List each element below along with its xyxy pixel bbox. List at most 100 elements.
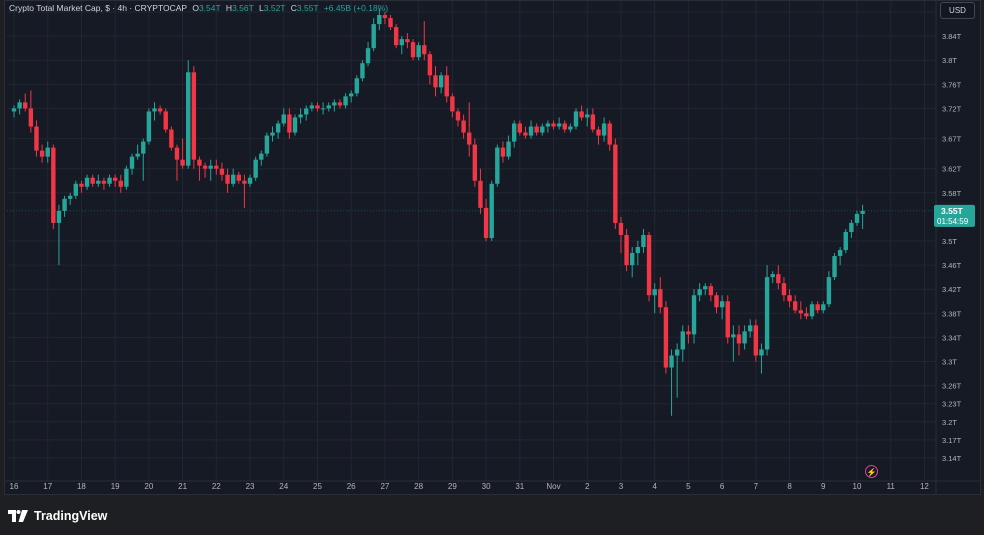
symbol-legend[interactable]: Crypto Total Market Cap, $ · 4h · CRYPTO… xyxy=(9,3,388,13)
candle[interactable] xyxy=(736,325,742,356)
candle[interactable] xyxy=(371,18,376,52)
candle[interactable] xyxy=(804,307,809,320)
candle[interactable] xyxy=(489,180,494,241)
candle[interactable] xyxy=(45,141,50,163)
candle[interactable] xyxy=(225,168,230,193)
candle[interactable] xyxy=(287,108,292,139)
candle[interactable] xyxy=(618,216,624,254)
candle[interactable] xyxy=(461,114,466,139)
candle[interactable] xyxy=(34,120,39,157)
candle[interactable] xyxy=(674,343,680,398)
candle[interactable] xyxy=(646,231,652,302)
candle[interactable] xyxy=(247,174,253,187)
candle[interactable] xyxy=(433,66,438,97)
candle[interactable] xyxy=(821,301,826,314)
candle[interactable] xyxy=(534,123,539,136)
candle[interactable] xyxy=(242,174,247,208)
candle[interactable] xyxy=(191,66,197,169)
candlestick-chart[interactable]: 3.88T3.84T3.8T3.76T3.72T3.67T3.62T3.58T3… xyxy=(5,1,980,494)
candle[interactable] xyxy=(292,114,298,136)
candle[interactable] xyxy=(354,75,360,97)
candle[interactable] xyxy=(73,180,79,199)
candle[interactable] xyxy=(28,90,34,133)
price-axis[interactable]: 3.88T3.84T3.8T3.76T3.72T3.67T3.62T3.58T3… xyxy=(942,8,962,463)
lightning-icon[interactable]: ⚡ xyxy=(865,465,878,478)
candle[interactable] xyxy=(708,283,714,302)
candle[interactable] xyxy=(568,123,573,133)
candle[interactable] xyxy=(798,301,803,320)
candle[interactable] xyxy=(506,135,511,160)
candle[interactable] xyxy=(787,289,792,308)
candle[interactable] xyxy=(197,156,202,181)
candle[interactable] xyxy=(174,144,180,181)
candle[interactable] xyxy=(169,126,174,151)
candle[interactable] xyxy=(467,102,472,157)
candle[interactable] xyxy=(691,289,697,344)
candle[interactable] xyxy=(809,301,815,320)
candle[interactable] xyxy=(326,102,331,112)
candle[interactable] xyxy=(422,21,427,61)
candle[interactable] xyxy=(719,295,725,320)
candle[interactable] xyxy=(725,295,730,344)
candle[interactable] xyxy=(759,343,764,374)
candle[interactable] xyxy=(135,144,140,160)
candle[interactable] xyxy=(309,102,315,112)
candle[interactable] xyxy=(680,325,685,362)
candle[interactable] xyxy=(360,60,365,82)
candle[interactable] xyxy=(562,120,567,133)
candle[interactable] xyxy=(281,108,286,127)
candle[interactable] xyxy=(410,39,416,61)
candle[interactable] xyxy=(748,319,753,338)
candle[interactable] xyxy=(781,277,787,302)
candle[interactable] xyxy=(652,283,657,314)
candle[interactable] xyxy=(849,219,854,238)
candle[interactable] xyxy=(742,325,747,350)
candle[interactable] xyxy=(556,117,562,130)
candle[interactable] xyxy=(416,42,421,61)
candle[interactable] xyxy=(332,99,337,112)
candle[interactable] xyxy=(141,138,146,181)
candle[interactable] xyxy=(854,210,860,226)
candle[interactable] xyxy=(56,204,62,266)
candle[interactable] xyxy=(253,156,258,181)
candle[interactable] xyxy=(152,102,157,121)
candle[interactable] xyxy=(163,108,168,133)
candle[interactable] xyxy=(832,253,837,281)
candle[interactable] xyxy=(517,120,522,136)
candle[interactable] xyxy=(101,177,107,190)
candle[interactable] xyxy=(573,108,579,130)
candle[interactable] xyxy=(776,265,781,290)
candle[interactable] xyxy=(219,162,225,181)
candle[interactable] xyxy=(663,301,669,374)
candle[interactable] xyxy=(438,72,444,94)
tradingview-brand[interactable]: TradingView xyxy=(8,509,107,523)
symbol-title[interactable]: Crypto Total Market Cap, $ · 4h · CRYPTO… xyxy=(9,3,187,13)
candle[interactable] xyxy=(455,108,461,127)
candle[interactable] xyxy=(129,153,135,175)
candle[interactable] xyxy=(382,12,388,25)
candle[interactable] xyxy=(96,174,101,187)
candle[interactable] xyxy=(478,168,483,214)
candle[interactable] xyxy=(118,174,123,193)
candle[interactable] xyxy=(590,108,596,133)
candle[interactable] xyxy=(202,162,208,178)
candle[interactable] xyxy=(39,144,45,163)
candle[interactable] xyxy=(697,283,702,302)
candle[interactable] xyxy=(686,325,691,344)
candle[interactable] xyxy=(349,90,354,103)
candle[interactable] xyxy=(68,192,73,205)
candle[interactable] xyxy=(764,265,770,356)
candle[interactable] xyxy=(157,105,163,115)
candle[interactable] xyxy=(315,102,320,112)
candle[interactable] xyxy=(635,241,641,266)
candle[interactable] xyxy=(84,174,90,190)
candle[interactable] xyxy=(511,120,517,148)
candle[interactable] xyxy=(500,141,506,163)
candle-series[interactable] xyxy=(11,9,865,416)
candle[interactable] xyxy=(214,159,219,175)
candle[interactable] xyxy=(427,51,433,85)
candle[interactable] xyxy=(393,24,399,49)
candle[interactable] xyxy=(837,247,843,266)
candle[interactable] xyxy=(112,174,118,187)
candle[interactable] xyxy=(551,120,556,130)
